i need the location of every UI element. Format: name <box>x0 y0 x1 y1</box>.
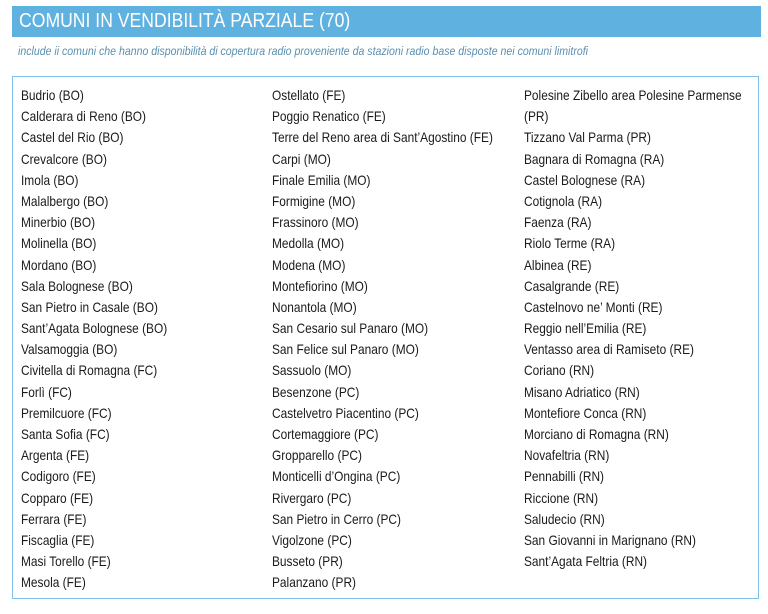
municipality-item: Castel del Rio (BO) <box>21 129 124 146</box>
municipality-item: Pennabilli (RN) <box>524 468 605 485</box>
municipality-item: Forlì (FC) <box>21 383 72 400</box>
municipality-item: Ferrara (FE) <box>21 510 87 527</box>
municipality-item: Premilcuore (FC) <box>21 404 112 421</box>
municipality-item: Sant’Agata Bolognese (BO) <box>21 320 168 337</box>
municipality-item: Codigoro (FE) <box>21 468 96 485</box>
municipality-item: San Pietro in Casale (BO) <box>21 298 158 315</box>
page-title: COMUNI IN VENDIBILITÀ PARZIALE (70) <box>19 10 351 32</box>
municipality-item: Bagnara di Romagna (RA) <box>524 150 665 167</box>
municipality-item: Poggio Renatico (FE) <box>272 108 386 125</box>
municipality-item: Albinea (RE) <box>524 256 592 273</box>
municipality-item: Formigine (MO) <box>272 192 356 209</box>
municipality-item: Sassuolo (MO) <box>272 362 352 379</box>
municipality-item: Crevalcore (BO) <box>21 150 107 167</box>
municipality-item: Castelvetro Piacentino (PC) <box>272 404 419 421</box>
municipality-item: Novafeltria (RN) <box>524 447 610 464</box>
municipality-item: Morciano di Romagna (RN) <box>524 426 669 442</box>
municipality-item: Montefiore Conca (RN) <box>524 404 647 421</box>
municipality-item: Castel Bolognese (RA) <box>524 171 646 188</box>
municipality-item: Rivergaro (PC) <box>272 489 352 506</box>
municipality-item: Montefiorino (MO) <box>272 277 368 294</box>
municipality-item: Medolla (MO) <box>272 235 345 252</box>
municipality-item: Cotignola (RA) <box>524 192 603 209</box>
municipality-item: Argenta (FE) <box>21 447 90 464</box>
municipality-item: Modena (MO) <box>272 256 346 273</box>
municipality-item: Reggio nell’Emilia (RE) <box>524 320 647 337</box>
municipality-item: Nonantola (MO) <box>272 298 357 315</box>
municipality-item: Saludecio (RN) <box>524 510 605 527</box>
municipality-list-box: Budrio (BO) Calderara di Reno (BO) Castel … <box>12 76 759 599</box>
page-subtitle: include ii comuni che hanno disponibilit… <box>18 44 588 58</box>
municipality-item: Terre del Reno area di Sant’Agostino (FE… <box>272 129 493 146</box>
municipality-item: Palanzano (PR) <box>272 574 357 591</box>
municipality-column-1: Budrio (BO) Calderara di Reno (BO) Castel … <box>21 85 193 594</box>
municipality-item: Misano Adriatico (RN) <box>524 383 640 400</box>
municipality-item: Ostellato (FE) <box>272 87 346 103</box>
municipality-item: Minerbio (BO) <box>21 214 96 231</box>
municipality-item: Vigolzone (PC) <box>272 531 352 548</box>
municipality-item: San Felice sul Panaro (MO) <box>272 341 419 358</box>
municipality-item: Castelnovo ne’ Monti (RE) <box>524 298 663 315</box>
municipality-item: (PR) <box>524 108 549 125</box>
municipality-item: Mesola (FE) <box>21 574 86 591</box>
municipality-item: Riccione (RN) <box>524 489 599 506</box>
municipality-item: San Giovanni in Marignano (RN) <box>524 531 696 548</box>
municipality-column-2: Ostellato (FE) Poggio Renatico (FE) Terre … <box>272 85 532 594</box>
municipality-item: Cortemaggiore (PC) <box>272 426 379 442</box>
municipality-item: Monticelli d’Ongina (PC) <box>272 468 401 485</box>
municipality-item: San Cesario sul Panaro (MO) <box>272 320 429 337</box>
municipality-item: Civitella di Romagna (FC) <box>21 362 158 379</box>
municipality-item: Busseto (PR) <box>272 553 343 570</box>
municipality-item: Carpi (MO) <box>272 150 331 167</box>
municipality-item: Gropparello (PC) <box>272 447 362 464</box>
municipality-item: Riolo Terme (RA) <box>524 235 616 252</box>
municipality-item: Ventasso area di Ramiseto (RE) <box>524 341 694 358</box>
municipality-item: Casalgrande (RE) <box>524 277 620 294</box>
municipality-item: Faenza (RA) <box>524 214 592 231</box>
municipality-item: Santa Sofia (FC) <box>21 426 110 442</box>
municipality-item: Fiscaglia (FE) <box>21 531 95 548</box>
municipality-item: Sala Bolognese (BO) <box>21 277 133 294</box>
municipality-item: Finale Emilia (MO) <box>272 171 371 188</box>
municipality-item: San Pietro in Cerro (PC) <box>272 510 401 527</box>
municipality-item: Polesine Zibello area Polesine Parmense <box>524 87 742 103</box>
municipality-column-3: Polesine Zibello area Polesine Parmense (… <box>524 85 768 572</box>
municipality-item: Budrio (BO) <box>21 87 84 103</box>
municipality-item: Molinella (BO) <box>21 235 97 252</box>
municipality-item: Mordano (BO) <box>21 256 97 273</box>
municipality-item: Copparo (FE) <box>21 489 94 506</box>
municipality-item: Sant’Agata Feltria (RN) <box>524 553 648 570</box>
municipality-item: Imola (BO) <box>21 171 79 188</box>
municipality-item: Calderara di Reno (BO) <box>21 108 147 125</box>
municipality-item: Malalbergo (BO) <box>21 192 109 209</box>
municipality-item: Frassinoro (MO) <box>272 214 359 231</box>
municipality-item: Masi Torello (FE) <box>21 553 111 570</box>
title-bar: COMUNI IN VENDIBILITÀ PARZIALE (70) <box>12 6 761 37</box>
municipality-item: Tizzano Val Parma (PR) <box>524 129 651 146</box>
municipality-item: Besenzone (PC) <box>272 383 360 400</box>
municipality-item: Coriano (RN) <box>524 362 595 379</box>
municipality-item: Valsamoggia (BO) <box>21 341 118 358</box>
